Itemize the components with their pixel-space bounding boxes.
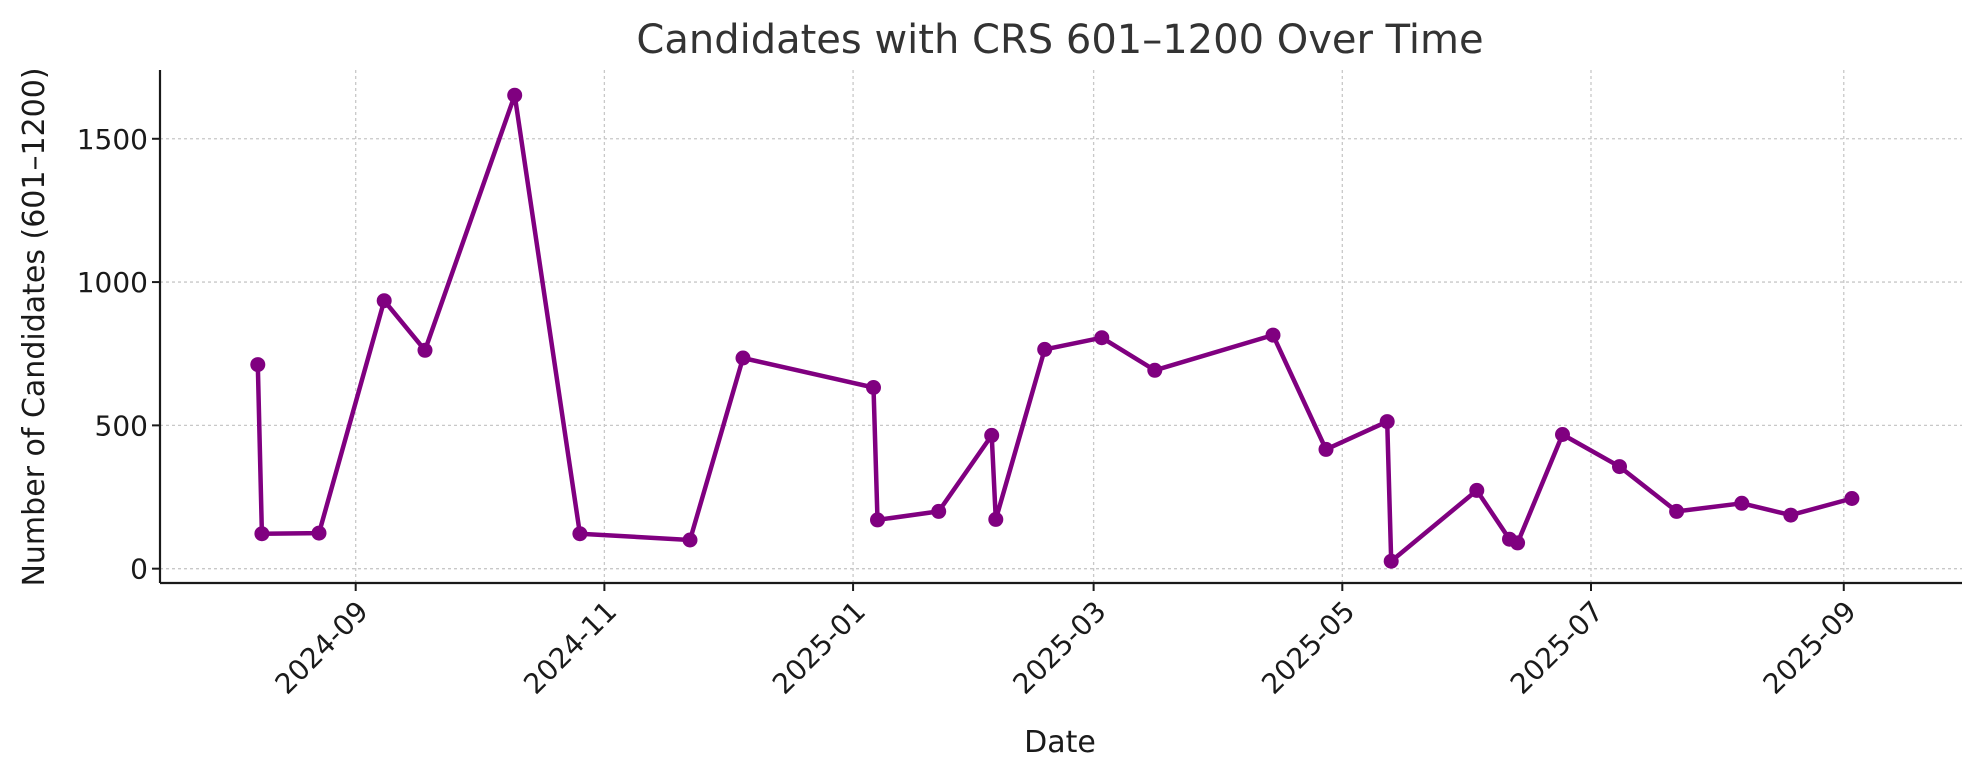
data-point <box>1469 482 1485 498</box>
data-point <box>984 427 1000 443</box>
data-point <box>572 526 588 542</box>
data-point <box>735 350 751 366</box>
data-point <box>1844 491 1860 506</box>
ticks: 2024-09 2024-11 2025-01 2025-03 2025-05 2025-… <box>77 123 1863 701</box>
y-tick-label: 1500 <box>77 123 148 156</box>
data-point <box>1612 459 1627 475</box>
series <box>250 87 1860 569</box>
data-point <box>1555 427 1570 442</box>
x-tick-label: 2025-03 <box>1006 595 1112 701</box>
x-tick-label: 2024-11 <box>517 595 623 701</box>
data-point <box>870 512 885 528</box>
data-point <box>507 87 523 103</box>
data-point <box>682 532 698 548</box>
data-point <box>988 511 1004 527</box>
x-tick-label: 2024-09 <box>269 595 375 701</box>
data-point <box>250 357 266 373</box>
data-point <box>311 525 327 541</box>
y-tick-label: 500 <box>95 409 148 442</box>
data-point <box>1669 503 1685 519</box>
x-tick-label: 2025-01 <box>766 595 872 701</box>
data-point <box>1265 327 1281 343</box>
gridlines <box>160 70 1962 583</box>
x-tick-label: 2025-05 <box>1255 595 1361 701</box>
series-line <box>255 92 1855 564</box>
data-point <box>1783 507 1799 523</box>
data-point <box>417 342 433 358</box>
y-tick-label: 1000 <box>77 266 148 299</box>
data-point <box>1383 553 1399 569</box>
data-point <box>1379 414 1395 430</box>
data-point <box>1037 341 1053 357</box>
x-tick-label: 2025-07 <box>1504 595 1610 701</box>
axes <box>158 70 1962 585</box>
y-tick-label: 0 <box>130 553 148 586</box>
data-point <box>254 526 270 542</box>
data-point <box>866 380 881 395</box>
data-point <box>1147 362 1163 378</box>
data-point <box>1734 495 1750 511</box>
x-tick-label: 2025-09 <box>1757 595 1863 701</box>
y-axis-label: Number of Candidates (601–1200) <box>17 67 52 586</box>
x-axis-label: Date <box>1024 725 1096 760</box>
data-point <box>1510 535 1526 551</box>
data-point <box>931 503 947 519</box>
chart-title: Candidates with CRS 601–1200 Over Time <box>636 17 1483 63</box>
data-point <box>1318 441 1334 457</box>
data-point <box>1094 330 1110 346</box>
data-point <box>376 293 392 309</box>
